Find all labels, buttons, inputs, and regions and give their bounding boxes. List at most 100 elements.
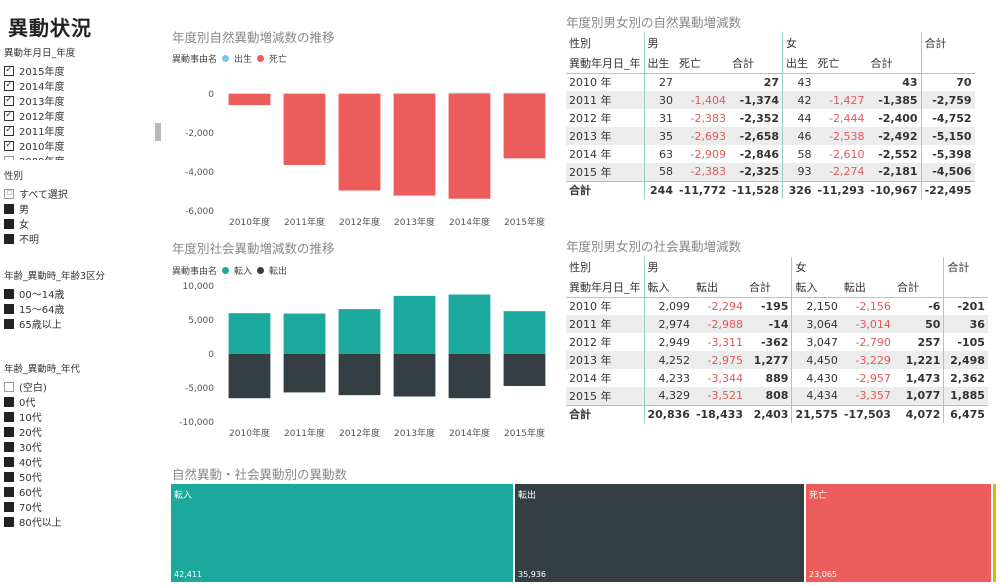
slicer-age-decade-item[interactable]: 30代: [4, 439, 154, 454]
slicer-date-item[interactable]: ✓ 2013年度: [4, 93, 154, 108]
slicer-age-decade-item[interactable]: 20代: [4, 424, 154, 439]
slicer-gender-item[interactable]: ▫ すべて選択: [4, 186, 154, 201]
table-cell: -2,988: [692, 315, 746, 333]
slicer-gender-item[interactable]: 男: [4, 201, 154, 216]
checkbox[interactable]: [4, 381, 14, 392]
table-header-cell: 異動年月日_年: [566, 53, 645, 74]
y-tick-label: 0: [208, 90, 214, 100]
slicer-age-decade-item[interactable]: 80代以上: [4, 514, 154, 529]
checkbox[interactable]: [4, 233, 14, 244]
slicer-date-list[interactable]: ✓ 2015年度 ✓ 2014年度 ✓ 2013年度 ✓ 2012年度 ✓ 2011年度 ✓ 2010…: [4, 63, 154, 160]
slicer-date-item[interactable]: ✓ 2014年度: [4, 78, 154, 93]
slicer-age-decade[interactable]: 年齢_異動時_年代 (空白) 0代 10代 20代 30代 40代 50代 60代 70代 80代…: [4, 361, 154, 529]
table-cell: -2,790: [855, 335, 891, 349]
table-header-cell: 死亡: [814, 53, 868, 74]
slicer-gender[interactable]: 性別 ▫ すべて選択男女不明: [4, 168, 154, 246]
table-total-row: 合計 20,836 -18,433 2,403 21,575 -17,503 4,072 6,…: [566, 404, 988, 423]
checkbox[interactable]: [4, 396, 14, 407]
treemap-tile[interactable]: 転入 42,411: [171, 484, 513, 582]
table-cell: 2012 年: [566, 333, 645, 351]
slicer-date-item[interactable]: ✓ 2010年度: [4, 138, 154, 153]
table-cell: 1,277: [745, 351, 793, 369]
bar-pos: [228, 313, 271, 354]
slicer-gender-item[interactable]: 女: [4, 216, 154, 231]
treemap-tile[interactable]: 転出 35,936: [515, 484, 804, 582]
table-row: 2015 年 58 -2,383 -2,325 93 -2,274 -2,181 -4,506: [566, 163, 975, 181]
table-cell: -2,957: [855, 371, 891, 385]
slicer-age3[interactable]: 年齢_異動時_年齢3区分 00～14歳 15～64歳 65歳以上: [4, 268, 154, 331]
checkbox[interactable]: ✓: [4, 140, 14, 151]
checkbox[interactable]: [4, 456, 14, 467]
checkbox[interactable]: [4, 426, 14, 437]
checkbox[interactable]: [4, 486, 14, 497]
checkbox[interactable]: ✓: [4, 65, 14, 76]
table-cell: -2,538: [814, 127, 868, 145]
slicer-date-item[interactable]: 2009年度: [4, 153, 154, 160]
table-cell: -195: [745, 297, 793, 315]
slicer-date-item[interactable]: ✓ 2015年度: [4, 63, 154, 78]
checkbox[interactable]: [4, 288, 14, 299]
slicer-age3-item[interactable]: 00～14歳: [4, 286, 154, 301]
slicer-age-decade-item[interactable]: 10代: [4, 409, 154, 424]
slicer-age3-item[interactable]: 65歳以上: [4, 316, 154, 331]
table-row: 2010 年 27 27 43 43 70: [566, 73, 975, 91]
table-cell: 20,836: [644, 404, 693, 423]
table-header-cell: 合計: [947, 261, 970, 274]
table-cell: -18,433: [692, 404, 746, 423]
x-tick-label: 2010年度: [229, 427, 270, 439]
checkbox[interactable]: ✓: [4, 110, 14, 121]
slicer-date-item[interactable]: ✓ 2012年度: [4, 108, 154, 123]
slicer-age3-item[interactable]: 15～64歳: [4, 301, 154, 316]
table-cell: 2010 年: [566, 73, 645, 91]
checkbox[interactable]: [4, 441, 14, 452]
slicer-date-item[interactable]: ✓ 2011年度: [4, 123, 154, 138]
table-cell: -5,398: [932, 147, 972, 161]
slicer-age3-list[interactable]: 00～14歳 15～64歳 65歳以上: [4, 286, 154, 331]
table-header-cell: 出生: [782, 53, 815, 74]
slicer-scrollbar[interactable]: [155, 123, 161, 141]
slicer-gender-item[interactable]: 不明: [4, 231, 154, 246]
slicer-gender-list[interactable]: ▫ すべて選択男女不明: [4, 186, 154, 246]
checkbox[interactable]: [4, 501, 14, 512]
table-cell: -11,293: [814, 180, 868, 199]
table-cell: -2,975: [692, 351, 746, 369]
table-header-cell: 性別: [566, 33, 645, 53]
slicer-age-decade-item[interactable]: 0代: [4, 394, 154, 409]
checkbox[interactable]: [4, 303, 14, 314]
treemap-tile[interactable]: [993, 484, 996, 582]
y-tick-label: 5,000: [188, 316, 214, 326]
slicer-date[interactable]: 異動年月日_年度 ✓ 2015年度 ✓ 2014年度 ✓ 2013年度 ✓ 2012年度 ✓ 20…: [4, 45, 154, 160]
table-cell: 889: [745, 369, 793, 387]
table-header-cell: 出生: [644, 53, 676, 74]
y-tick-label: -6,000: [185, 207, 214, 217]
checkbox[interactable]: [4, 203, 14, 214]
table-header-cell: 転入: [791, 277, 841, 298]
slicer-age-decade-list[interactable]: (空白) 0代 10代 20代 30代 40代 50代 60代 70代 80代以上: [4, 379, 154, 529]
slicer-age-decade-item[interactable]: 50代: [4, 469, 154, 484]
checkbox[interactable]: ✓: [4, 125, 14, 136]
treemap-tile[interactable]: 死亡 23,065: [806, 484, 991, 582]
checkbox[interactable]: ✓: [4, 80, 14, 91]
slicer-date-item-label: 2009年度: [19, 153, 64, 160]
slicer-age-decade-item[interactable]: (空白): [4, 379, 154, 394]
checkbox[interactable]: [4, 218, 14, 229]
checkbox[interactable]: ▫: [4, 188, 14, 199]
slicer-age-decade-item[interactable]: 40代: [4, 454, 154, 469]
table-cell: 21,575: [791, 404, 841, 423]
y-tick-label: -4,000: [185, 168, 214, 178]
checkbox[interactable]: ✓: [4, 95, 14, 106]
slicer-date-item-label: 2010年度: [19, 142, 65, 153]
treemap-tile-value: 23,065: [809, 570, 837, 579]
checkbox[interactable]: [4, 155, 14, 160]
table-cell: 326: [782, 180, 815, 199]
checkbox[interactable]: [4, 516, 14, 527]
checkbox[interactable]: [4, 318, 14, 329]
table-cell: -1,374: [729, 91, 784, 109]
slicer-age-decade-item[interactable]: 70代: [4, 499, 154, 514]
checkbox[interactable]: [4, 471, 14, 482]
checkbox[interactable]: [4, 411, 14, 422]
slicer-age-decade-item[interactable]: 60代: [4, 484, 154, 499]
table-cell: 2013 年: [566, 127, 645, 145]
table-cell: -2,552: [867, 145, 922, 163]
slicer-age-decade-item-label: (空白): [19, 383, 47, 394]
